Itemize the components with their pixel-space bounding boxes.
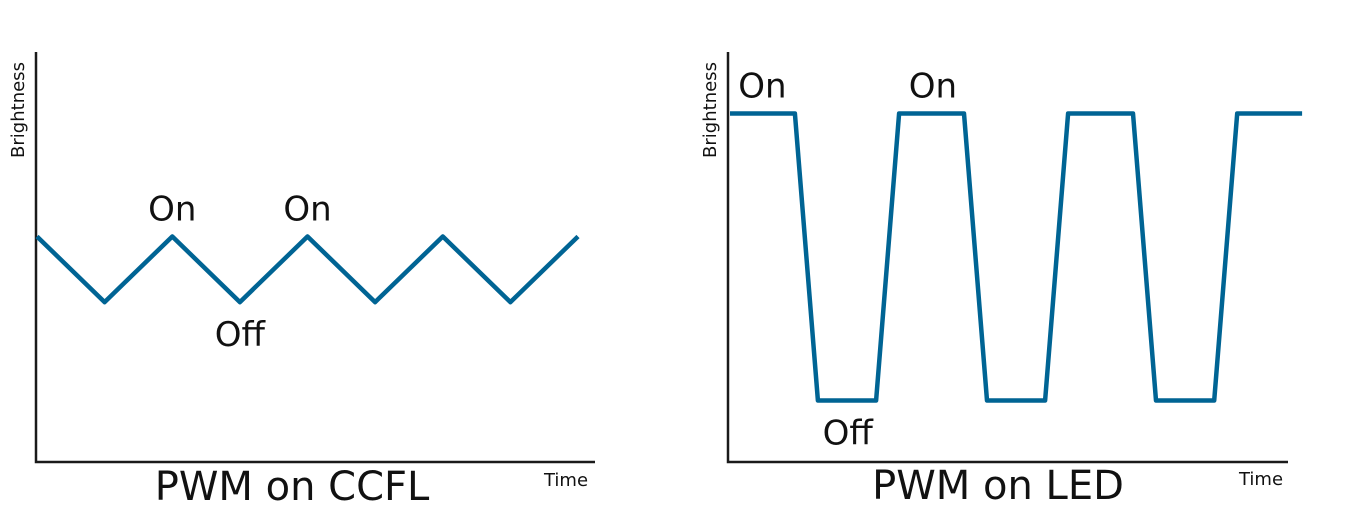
led-y-axis-label: Brightness: [700, 62, 721, 158]
ccfl-annotation-on-0: On: [148, 190, 196, 230]
led-chart: Brightness Time PWM on LED On On Off: [700, 52, 1303, 509]
ccfl-annotation-off-2: Off: [215, 315, 267, 355]
led-annotation-on-1: On: [909, 67, 957, 107]
ccfl-y-axis-label: Brightness: [8, 62, 29, 158]
ccfl-chart: Brightness Time PWM on CCFL On On Off: [8, 52, 595, 510]
led-marks: On On Off: [730, 67, 1303, 454]
led-x-axis-label: Time: [1238, 469, 1283, 490]
ccfl-x-axis-label: Time: [543, 470, 588, 491]
led-annotation-on-0: On: [738, 67, 786, 107]
led-brightness-line: [730, 111, 1303, 403]
ccfl-annotation-on-1: On: [283, 190, 331, 230]
led-chart-title: PWM on LED: [872, 463, 1124, 509]
ccfl-brightness-line: [35, 234, 580, 305]
ccfl-chart-title: PWM on CCFL: [155, 464, 430, 510]
led-axes: [726, 52, 1288, 464]
ccfl-axes: [34, 52, 595, 464]
led-annotation-off-2: Off: [823, 414, 875, 454]
ccfl-marks: On On Off: [35, 190, 580, 355]
